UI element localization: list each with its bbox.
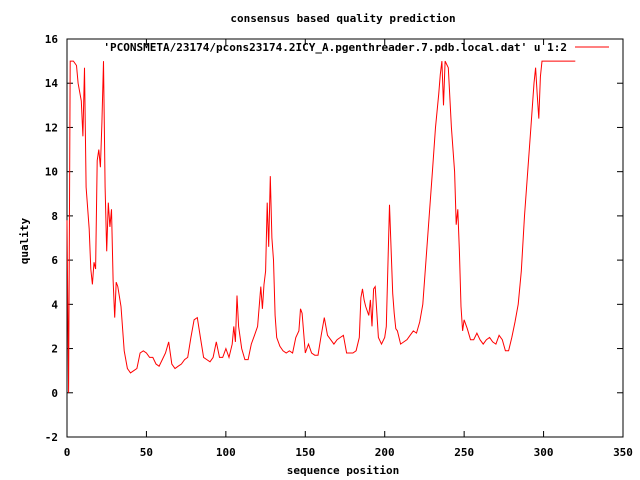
x-tick-label: 50 — [140, 446, 153, 459]
x-tick-label: 100 — [216, 446, 236, 459]
chart-title: consensus based quality prediction — [230, 12, 455, 25]
y-tick-label: 0 — [51, 387, 58, 400]
legend-label: 'PCONSMETA/23174/pcons23174.2ICY_A.pgent… — [103, 41, 567, 54]
y-tick-label: 10 — [45, 166, 58, 179]
series-line — [66, 60, 576, 393]
y-tick-label: -2 — [45, 431, 58, 444]
x-tick-label: 0 — [64, 446, 71, 459]
y-axis-label: quality — [18, 217, 31, 264]
x-tick-label: 300 — [534, 446, 554, 459]
y-tick-label: 16 — [45, 33, 59, 46]
x-tick-label: 350 — [613, 446, 633, 459]
series — [66, 60, 576, 393]
y-tick-label: 2 — [51, 343, 58, 356]
x-tick-label: 150 — [295, 446, 315, 459]
x-axis: 0 50 100 150 200 250 300 350 — [64, 39, 633, 459]
x-tick-label: 200 — [375, 446, 395, 459]
y-tick-label: 4 — [51, 298, 58, 311]
y-tick-label: 8 — [51, 210, 58, 223]
y-tick-label: 12 — [45, 121, 58, 134]
y-tick-label: 6 — [51, 254, 58, 267]
legend: 'PCONSMETA/23174/pcons23174.2ICY_A.pgent… — [103, 41, 609, 54]
x-tick-label: 250 — [454, 446, 474, 459]
y-tick-label: 14 — [45, 77, 59, 90]
y-axis: -2 0 2 4 6 8 10 12 14 16 — [45, 33, 623, 444]
x-axis-label: sequence position — [287, 464, 400, 477]
